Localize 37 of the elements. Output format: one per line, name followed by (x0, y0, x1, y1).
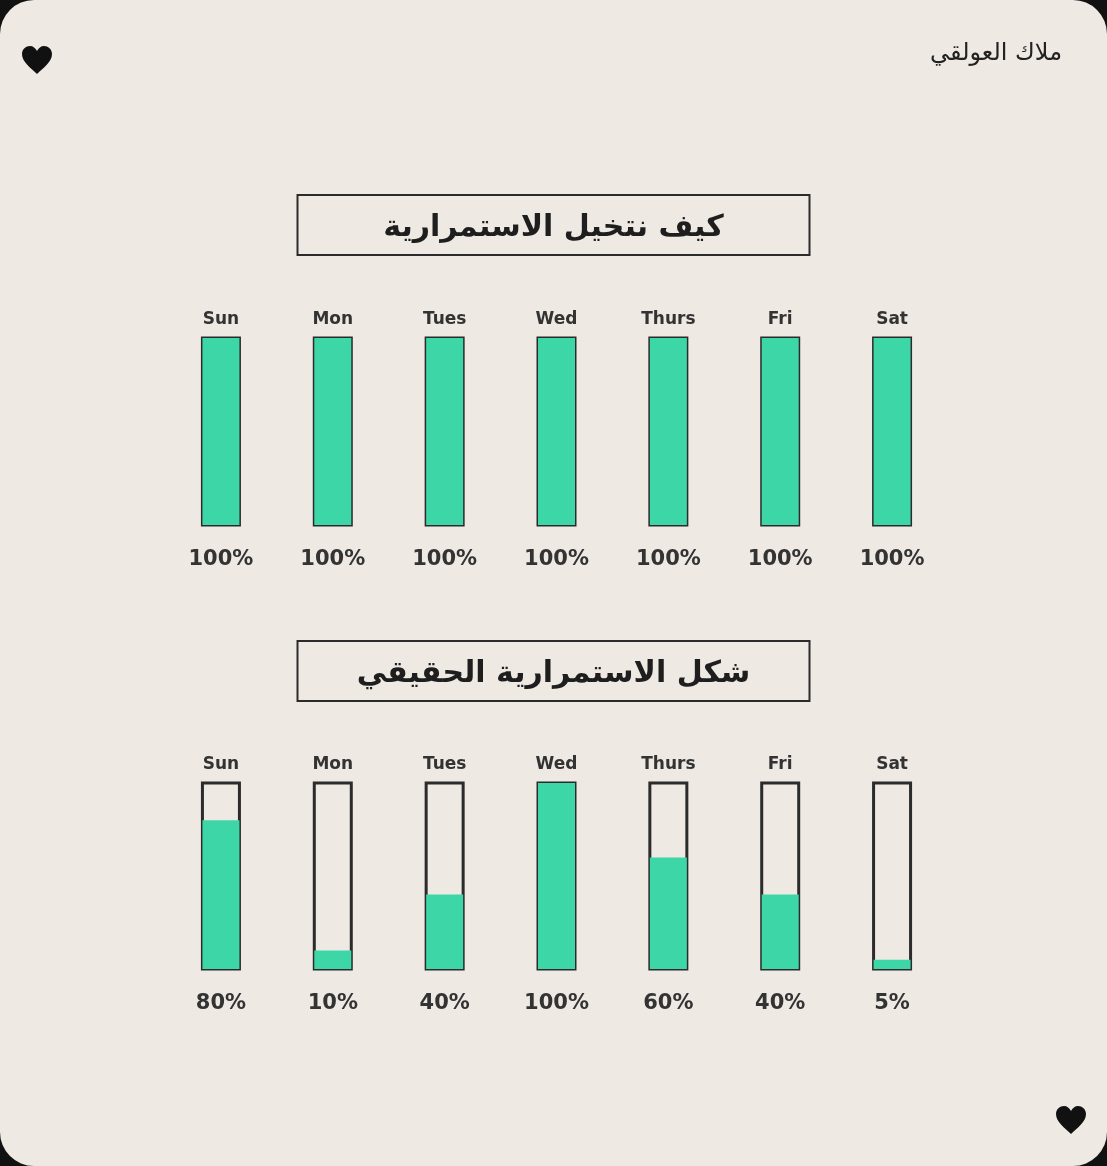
bar (649, 857, 687, 969)
chart-title: كيف نتخيل الاستمرارية (383, 207, 725, 243)
x-tick-label: Sun (202, 752, 240, 773)
x-tick-label: Tues (422, 752, 467, 773)
data-label: 60% (643, 989, 694, 1014)
x-tick-label: Tues (422, 307, 467, 328)
data-label: 100% (635, 545, 701, 570)
data-label: 100% (524, 545, 589, 570)
bar (202, 820, 240, 969)
x-tick-label: Mon (312, 307, 354, 328)
chart-title: شكل الاستمرارية الحقيقي (356, 653, 751, 690)
x-tick-label: Sun (202, 307, 240, 328)
bar (761, 894, 799, 969)
text: ملاك العولقي (930, 38, 1062, 66)
data-label: 100% (524, 989, 589, 1014)
x-tick-label: Thurs (641, 307, 696, 328)
x-tick-label: Sat (876, 307, 908, 328)
data-label: 100% (300, 545, 366, 570)
x-tick-label: Fri (767, 752, 793, 773)
data-label: 40% (755, 989, 806, 1014)
data-label: 5% (874, 989, 910, 1014)
data-label: 100% (188, 545, 254, 570)
bar (314, 950, 352, 969)
data-label: 100% (859, 545, 925, 570)
x-tick-label: Sat (876, 752, 908, 773)
data-label: 40% (419, 989, 470, 1014)
data-label: 10% (307, 989, 358, 1014)
x-tick-label: Thurs (641, 752, 696, 773)
x-tick-label: Wed (535, 752, 578, 773)
bar (426, 894, 464, 969)
data-label: 100% (747, 545, 813, 570)
x-tick-label: Wed (535, 307, 578, 328)
bar (873, 959, 911, 969)
data-label: 100% (412, 545, 478, 570)
x-tick-label: Mon (312, 752, 354, 773)
data-label: 80% (195, 989, 247, 1014)
x-tick-label: Fri (767, 307, 793, 328)
